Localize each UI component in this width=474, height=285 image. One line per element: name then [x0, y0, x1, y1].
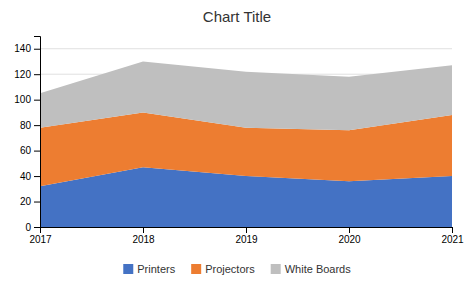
grid: [40, 49, 452, 227]
tick: 20: [20, 196, 40, 207]
tick-mark: [34, 227, 40, 228]
tick-label: 40: [20, 171, 32, 182]
tick: 60: [20, 145, 40, 156]
tick: 2018: [132, 227, 155, 245]
tick-label: 120: [14, 69, 31, 80]
tick-mark: [143, 227, 144, 233]
tick: 40: [20, 171, 40, 182]
tick: 2019: [235, 227, 258, 245]
tick-label: 2017: [29, 234, 52, 245]
tick: 2021: [441, 227, 464, 245]
axis-line: [34, 37, 41, 228]
tick: 2017: [29, 227, 52, 245]
tick: 0: [25, 222, 40, 233]
tick-mark: [34, 100, 40, 101]
tick: 2020: [338, 227, 361, 245]
tick-mark: [349, 227, 350, 233]
tick: 80: [20, 120, 40, 131]
legend-label: White Boards: [285, 263, 352, 275]
tick-label: 2018: [132, 234, 155, 245]
tick: 100: [14, 94, 40, 105]
tick-mark: [34, 176, 40, 177]
tick-label: 100: [14, 94, 31, 105]
tick-mark: [246, 227, 247, 233]
tick-label: 2020: [338, 234, 361, 245]
legend-swatch: [271, 264, 281, 274]
legend-item: Printers: [123, 263, 175, 275]
tick-mark: [34, 125, 40, 126]
legend-swatch: [191, 264, 201, 274]
area: [40, 61, 452, 130]
tick-label: 0: [25, 222, 31, 233]
tick-label: 2021: [441, 234, 464, 245]
axis-line: [41, 228, 453, 234]
areas: [40, 61, 452, 227]
tick-mark: [34, 49, 40, 50]
tick: 140: [14, 43, 40, 54]
legend-swatch: [123, 264, 133, 274]
tick: 120: [14, 69, 40, 80]
legend: Printers Projectors White Boards: [123, 263, 351, 275]
y-axis: 0 20 40 60 80 100 120 140: [14, 37, 40, 233]
tick-label: 2019: [235, 234, 258, 245]
title: Chart Title: [203, 8, 271, 25]
tick-label: 80: [20, 120, 32, 131]
legend-label: Projectors: [205, 263, 255, 275]
tick-mark: [34, 202, 40, 203]
legend-item: Projectors: [191, 263, 255, 275]
tick-mark: [34, 74, 40, 75]
legend-label: Printers: [137, 263, 175, 275]
grid-line: [40, 48, 452, 49]
tick-mark: [34, 151, 40, 152]
plot: 2017 2018 2019 2020 2021 0 20 40 60 80 100 120 140: [14, 37, 464, 246]
chart: Chart Title 2017 2018 2019 2020 2021 0 20 40 60 80…: [0, 0, 474, 285]
tick-mark: [452, 227, 453, 233]
x-axis: 2017 2018 2019 2020 2021: [29, 227, 464, 245]
tick-label: 60: [20, 145, 32, 156]
legend-item: White Boards: [271, 263, 352, 275]
tick-label: 20: [20, 196, 32, 207]
tick-label: 140: [14, 43, 31, 54]
